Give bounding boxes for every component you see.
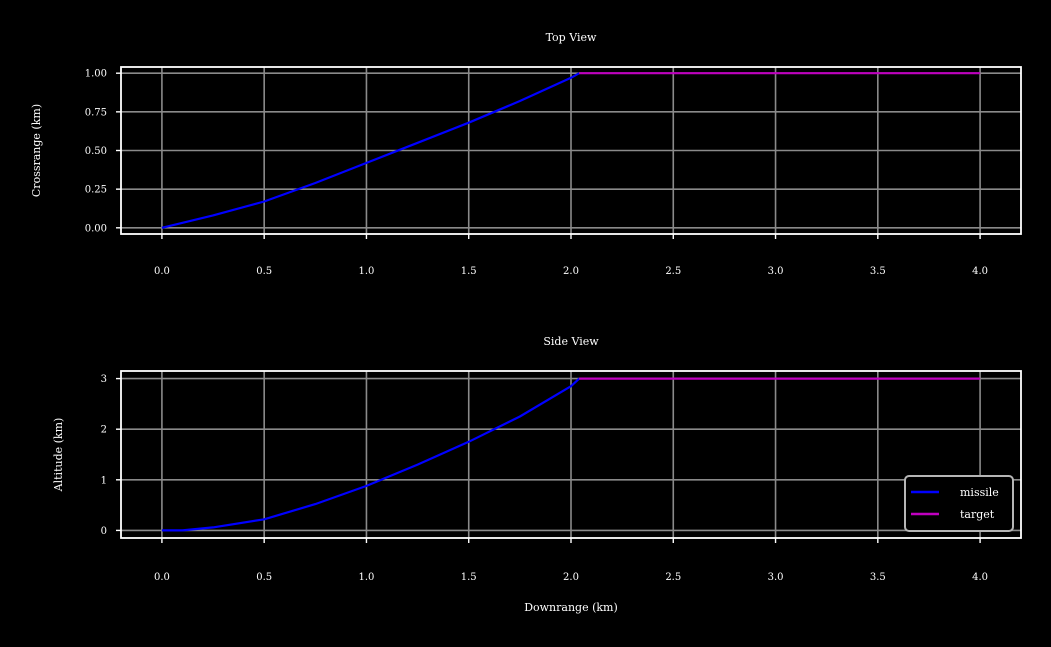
y-tick-label: 0 bbox=[101, 526, 107, 537]
x-tick-label: 1.0 bbox=[359, 266, 375, 277]
chart-panel-2: 0.0 0.5 1.0 1.5 2.0 2.5 3.0 3.5 4.0 0 1 2 3 Side View… bbox=[52, 335, 1022, 614]
y-tick-label: 2 bbox=[101, 425, 107, 436]
plot-frame bbox=[120, 66, 1022, 235]
x-tick-label: 0.5 bbox=[256, 266, 272, 277]
x-tick-label: 0.5 bbox=[256, 572, 272, 583]
series-line-missile bbox=[161, 377, 580, 532]
chart-panel-1: 0.0 0.5 1.0 1.5 2.0 2.5 3.0 3.5 4.0 0.00 0.25 0.50 0… bbox=[30, 31, 1022, 277]
x-tick-label: 4.0 bbox=[972, 572, 988, 583]
y-tick-label: 1 bbox=[101, 475, 107, 486]
x-tick-label: 2.5 bbox=[665, 572, 681, 583]
x-tick-label: 2.0 bbox=[563, 572, 579, 583]
legend-label-target: target bbox=[960, 508, 995, 521]
legend-label-missile: missile bbox=[960, 486, 999, 499]
series-line-missile bbox=[161, 72, 580, 229]
y-tick-label: 0.00 bbox=[85, 223, 107, 234]
y-axis-label: Crossrange (km) bbox=[30, 104, 43, 197]
x-axis-label: Downrange (km) bbox=[524, 601, 618, 614]
legend-box bbox=[904, 475, 1014, 532]
x-tick-label: 1.5 bbox=[461, 266, 477, 277]
plot-frame bbox=[120, 370, 1022, 539]
x-tick-label: 0.0 bbox=[154, 266, 170, 277]
y-tick-label: 0.75 bbox=[85, 107, 107, 118]
x-tick-label: 3.0 bbox=[768, 266, 784, 277]
y-tick-label: 0.50 bbox=[85, 146, 107, 157]
y-axis-label: Altitude (km) bbox=[52, 418, 65, 493]
y-tick-label: 0.25 bbox=[85, 185, 107, 196]
y-tick-label: 1.00 bbox=[85, 69, 107, 80]
x-tick-label: 1.5 bbox=[461, 572, 477, 583]
x-tick-label: 2.0 bbox=[563, 266, 579, 277]
x-tick-label: 1.0 bbox=[359, 572, 375, 583]
x-tick-label: 2.5 bbox=[665, 266, 681, 277]
y-tick-label: 3 bbox=[101, 374, 107, 385]
x-tick-label: 0.0 bbox=[154, 572, 170, 583]
legend: missile target bbox=[904, 475, 1014, 532]
x-tick-label: 4.0 bbox=[972, 266, 988, 277]
chart-title: Side View bbox=[543, 335, 599, 348]
x-tick-label: 3.5 bbox=[870, 572, 886, 583]
x-tick-label: 3.0 bbox=[768, 572, 784, 583]
x-tick-label: 3.5 bbox=[870, 266, 886, 277]
chart-title: Top View bbox=[546, 31, 597, 44]
